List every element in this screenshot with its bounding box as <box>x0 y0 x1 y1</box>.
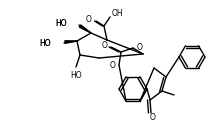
Text: O: O <box>86 15 92 25</box>
Text: O: O <box>109 60 115 70</box>
Polygon shape <box>65 41 77 43</box>
Text: HO: HO <box>70 71 82 79</box>
Text: HO: HO <box>55 19 67 29</box>
Text: O: O <box>150 113 156 123</box>
Text: HO: HO <box>55 19 67 29</box>
Text: HO: HO <box>39 39 51 47</box>
Text: OH: OH <box>112 10 124 18</box>
Text: HO: HO <box>39 39 51 47</box>
Text: O: O <box>102 40 108 50</box>
Polygon shape <box>79 25 91 33</box>
Text: O: O <box>137 43 143 51</box>
